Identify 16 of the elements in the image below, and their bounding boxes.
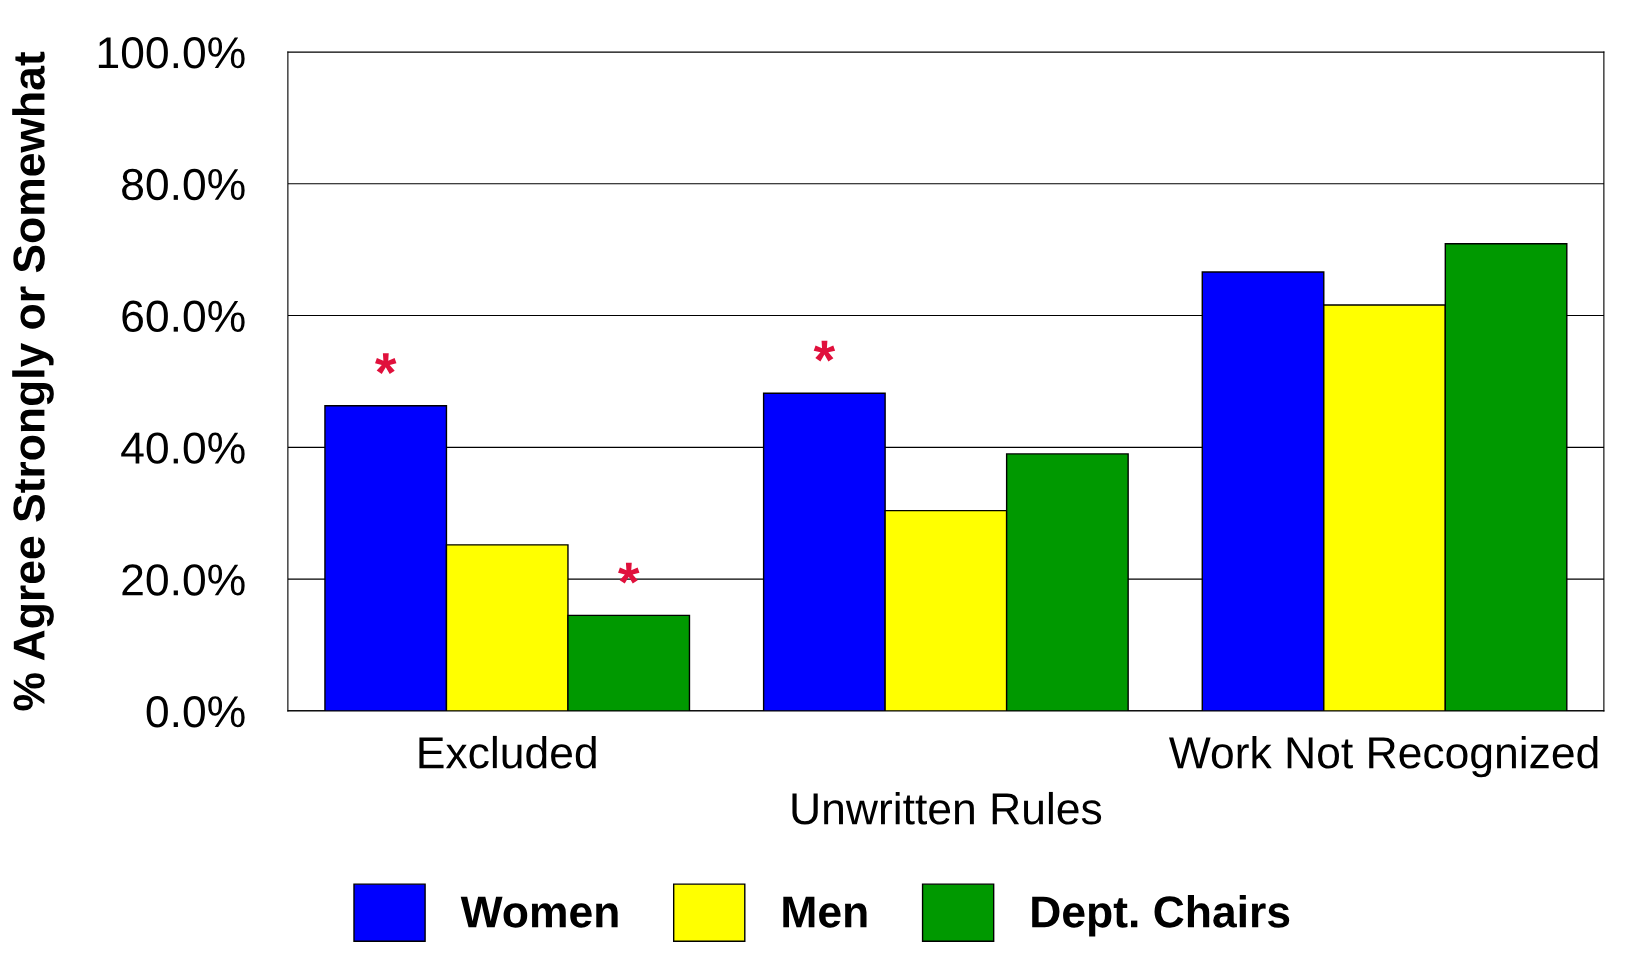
legend-label: Men xyxy=(783,896,867,928)
y-axis-title: % Agree Strongly or Somewhat xyxy=(12,51,54,711)
y-tick-label: 60.0% xyxy=(122,300,245,333)
data-label: * xyxy=(813,340,836,362)
y-tick-label: 80.0% xyxy=(122,168,245,201)
x-tick-label: Unwritten Rules xyxy=(792,791,1102,825)
y-tick-label: 40.0% xyxy=(121,432,245,464)
legend-label: Women xyxy=(460,896,618,928)
legend-label: Dept. Chairs xyxy=(1032,895,1290,937)
y-tick-label: 0.0% xyxy=(146,695,245,728)
y-tick-label: 100.0% xyxy=(98,37,245,69)
data-label: * xyxy=(618,562,640,584)
y-tick-label: 20.0% xyxy=(122,564,245,596)
x-tick-label: Excluded xyxy=(419,735,596,769)
x-tick-label: Work Not Recognized xyxy=(1169,735,1598,778)
data-label: * xyxy=(375,353,397,374)
